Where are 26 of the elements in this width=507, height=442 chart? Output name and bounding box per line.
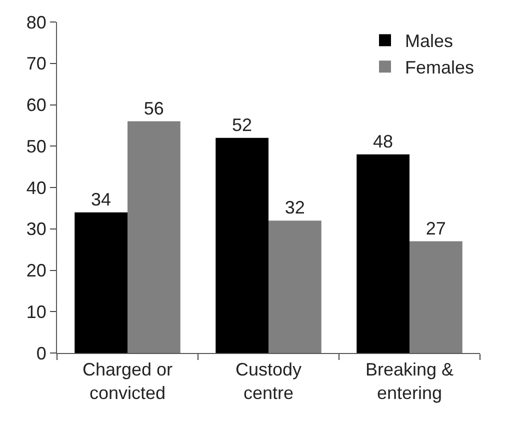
bar [128,121,180,353]
y-tick-label: 50 [26,136,46,156]
y-tick-label: 40 [26,178,46,198]
y-tick-label: 60 [26,95,46,116]
data-label: 32 [284,198,305,218]
x-tick-label: Custody centre [235,360,302,403]
bar [216,138,268,353]
y-tick-label: 0 [36,343,46,364]
bar [268,220,322,353]
x-tick-label: Charged or convicted [82,360,173,403]
y-tick-label: 20 [26,260,46,281]
legend-label: Females [405,58,474,78]
data-label: 52 [232,114,252,135]
y-tick-label: 80 [26,12,46,32]
data-label: 34 [91,189,112,210]
legend-label: Males [405,31,454,52]
bar [74,212,128,353]
data-label: 56 [144,98,164,118]
data-label: 27 [426,218,446,238]
bar [410,241,462,353]
y-tick-label: 70 [26,54,46,74]
y-tick-label: 10 [26,302,46,322]
bar [356,154,410,353]
x-tick-label: Breaking & entering [365,360,454,403]
y-tick-label: 30 [26,219,46,240]
data-label: 48 [373,131,394,152]
